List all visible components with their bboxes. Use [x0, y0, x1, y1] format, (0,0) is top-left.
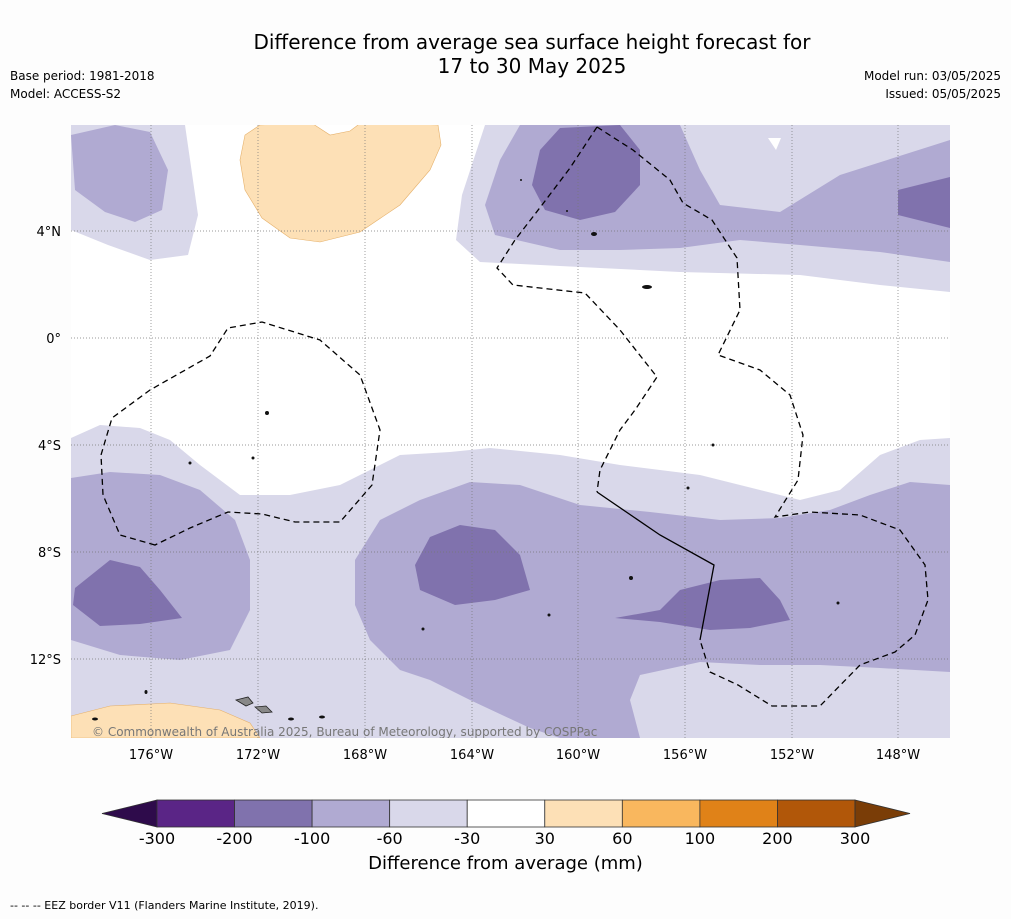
eez-borders: [100, 126, 929, 707]
title-line-1: Difference from average sea surface heig…: [253, 30, 811, 54]
colorbar-segment: [777, 799, 856, 828]
lon-label: 156°W: [663, 748, 707, 763]
colorbar-tick-label: 30: [535, 829, 555, 848]
lat-label: 0°: [46, 332, 61, 347]
eez-footnote: -- -- -- EEZ border V11 (Flanders Marine…: [10, 899, 319, 912]
map-field: © Commonwealth of Australia 2025, Bureau…: [71, 125, 950, 739]
contour-pos30: [71, 125, 442, 738]
colorbar-tick-label: -30: [454, 829, 480, 848]
lon-label: 172°W: [236, 748, 280, 763]
lat-label: 8°S: [38, 546, 61, 561]
colorbar: [101, 799, 911, 828]
colorbar-segment: [621, 799, 701, 828]
colorbar-tick-label: 60: [612, 829, 632, 848]
samoa-islands: [234, 696, 273, 714]
colorbar-tick-label: -200: [216, 829, 252, 848]
colorbar-tick-label: 300: [840, 829, 871, 848]
colorbar-segment: [156, 799, 235, 828]
colorbar-tick-label: 200: [762, 829, 793, 848]
colorbar-segment: [699, 799, 778, 828]
colorbar-tick-label: 100: [685, 829, 716, 848]
lon-labels: 176°W 172°W 168°W 164°W 160°W 156°W 152°…: [129, 748, 920, 763]
graticule: [71, 125, 950, 738]
lon-label: 176°W: [129, 748, 173, 763]
lon-label: 148°W: [876, 748, 920, 763]
colorbar-extend-low: [101, 799, 158, 828]
lat-label: 4°N: [37, 225, 62, 240]
lon-label: 152°W: [770, 748, 814, 763]
colorbar-tick-label: -60: [377, 829, 403, 848]
colorbar-segment: [544, 799, 623, 828]
colorbar-extend-high: [854, 799, 911, 828]
copyright-text: © Commonwealth of Australia 2025, Bureau…: [92, 725, 597, 739]
colorbar-tick-label: -100: [294, 829, 330, 848]
model-name: Model: ACCESS-S2: [10, 87, 122, 101]
title-line-2: 17 to 30 May 2025: [437, 54, 627, 78]
colorbar-segment: [311, 799, 391, 828]
model-run: Model run: 03/05/2025: [863, 69, 1001, 83]
colorbar-segment: [389, 799, 468, 828]
lon-label: 164°W: [450, 748, 494, 763]
colorbar-ticks: -300 -200 -100 -60 -30 30 60 100 200 300: [139, 829, 870, 848]
colorbar-label: Difference from average (mm): [368, 853, 643, 874]
lon-label: 160°W: [556, 748, 600, 763]
base-period: Base period: 1981-2018: [10, 69, 155, 83]
meta-right: Model run: 03/05/2025 Issued: 05/05/2025: [864, 67, 1001, 103]
lon-label: 168°W: [343, 748, 387, 763]
contour-neg100: [73, 125, 950, 630]
meta-left: Base period: 1981-2018 Model: ACCESS-S2: [10, 67, 155, 103]
colorbar-segment: [234, 799, 313, 828]
colorbar-segment: [466, 799, 546, 828]
white-patch: [768, 138, 781, 150]
issued-date: Issued: 05/05/2025: [885, 87, 1001, 101]
lat-label: 12°S: [30, 653, 61, 668]
colorbar-tick-label: -300: [139, 829, 175, 848]
lat-label: 4°S: [38, 439, 61, 454]
islands: [92, 179, 840, 721]
lat-labels: 4°N 0° 4°S 8°S 12°S: [30, 225, 61, 668]
chart-title: Difference from average sea surface heig…: [0, 30, 1011, 78]
